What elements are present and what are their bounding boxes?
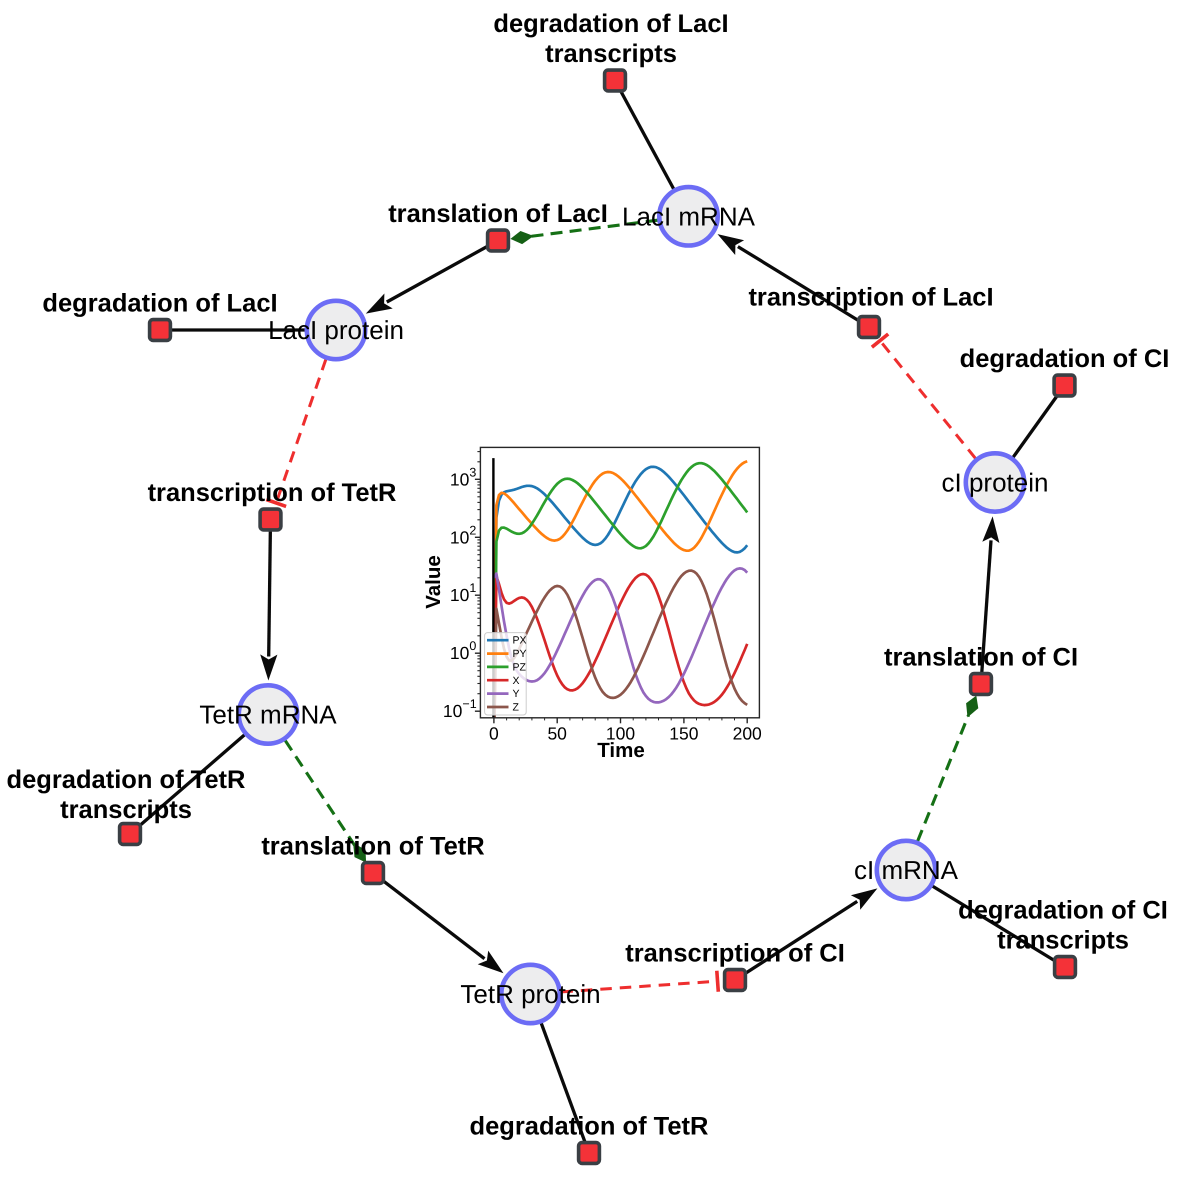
svg-text:cI protein: cI protein [942, 468, 1049, 498]
svg-text:Y: Y [513, 688, 520, 700]
svg-text:10: 10 [450, 643, 470, 663]
svg-text:transcription of CI: transcription of CI [625, 940, 845, 968]
svg-text:−1: −1 [462, 697, 476, 711]
svg-text:transcription of LacI: transcription of LacI [748, 284, 993, 312]
svg-text:degradation of CI: degradation of CI [960, 345, 1170, 373]
svg-text:Z: Z [513, 702, 520, 714]
svg-text:100: 100 [606, 724, 635, 744]
svg-text:LacI mRNA: LacI mRNA [622, 201, 756, 231]
svg-text:Time: Time [597, 739, 644, 762]
svg-text:10: 10 [450, 527, 470, 547]
svg-text:translation of TetR: translation of TetR [261, 833, 484, 861]
svg-text:150: 150 [669, 724, 698, 744]
svg-text:transcription of TetR: transcription of TetR [148, 479, 397, 507]
svg-text:200: 200 [733, 724, 762, 744]
svg-text:transcripts: transcripts [60, 796, 192, 824]
svg-text:PZ: PZ [513, 661, 527, 673]
svg-text:TetR protein: TetR protein [460, 979, 600, 1009]
svg-text:translation of CI: translation of CI [884, 644, 1078, 672]
svg-text:0: 0 [469, 639, 476, 653]
svg-text:TetR mRNA: TetR mRNA [199, 700, 337, 730]
svg-text:cI mRNA: cI mRNA [854, 855, 959, 885]
svg-text:PX: PX [513, 635, 527, 647]
svg-text:transcripts: transcripts [545, 40, 677, 68]
svg-text:3: 3 [469, 465, 476, 479]
svg-text:10: 10 [443, 701, 463, 721]
svg-text:degradation of TetR: degradation of TetR [7, 766, 246, 794]
svg-text:degradation of LacI: degradation of LacI [42, 290, 277, 318]
svg-text:X: X [513, 675, 520, 687]
svg-text:10: 10 [450, 469, 470, 489]
svg-text:0: 0 [489, 724, 499, 744]
svg-text:degradation of TetR: degradation of TetR [470, 1113, 709, 1141]
svg-text:10: 10 [450, 585, 470, 605]
svg-text:LacI protein: LacI protein [268, 315, 404, 345]
svg-text:2: 2 [469, 523, 476, 537]
svg-text:PY: PY [513, 648, 527, 660]
svg-text:1: 1 [469, 581, 476, 595]
svg-text:degradation of CI: degradation of CI [958, 897, 1168, 925]
svg-text:degradation of LacI: degradation of LacI [493, 10, 728, 38]
svg-text:translation of LacI: translation of LacI [388, 200, 608, 228]
svg-text:Value: Value [422, 555, 445, 609]
svg-text:transcripts: transcripts [997, 927, 1129, 955]
svg-text:50: 50 [547, 724, 567, 744]
